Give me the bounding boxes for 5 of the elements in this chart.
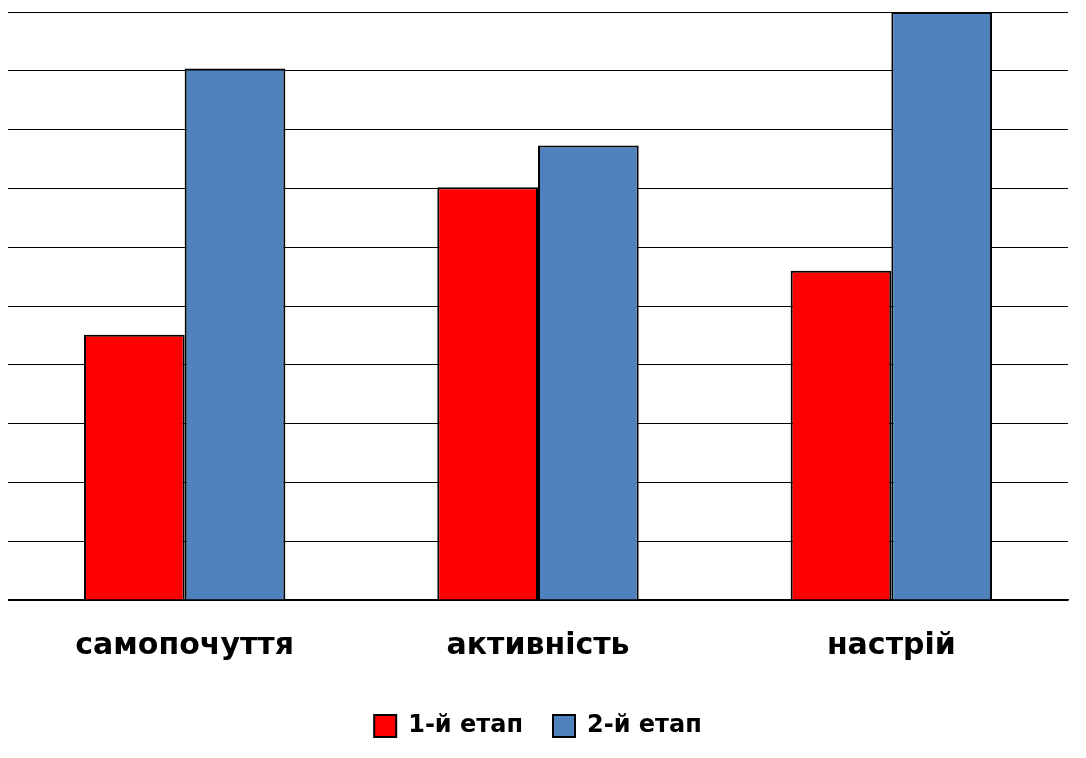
legend-label: 1-й етап: [408, 710, 523, 739]
legend-label: 2-й етап: [587, 710, 702, 739]
x-tick-label: настрій: [826, 625, 956, 661]
x-tick-label: активність: [446, 625, 630, 661]
x-tick-label: самопочуття: [75, 625, 295, 661]
